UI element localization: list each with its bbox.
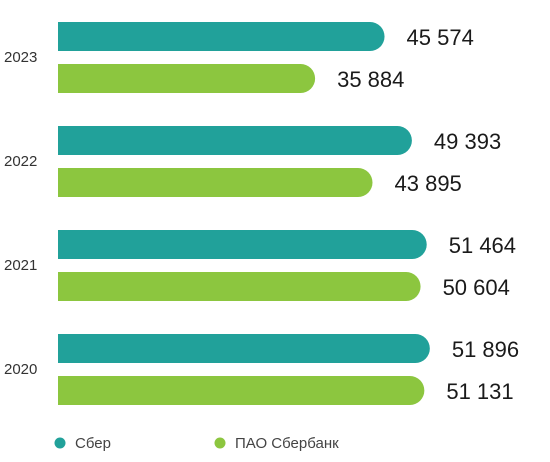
legend-dot-pao xyxy=(214,437,226,449)
value-label-sber-2021: 51 464 xyxy=(449,233,516,258)
bar-pao-2020 xyxy=(58,376,425,405)
value-label-pao-2020: 51 131 xyxy=(446,379,513,404)
value-label-pao-2023: 35 884 xyxy=(337,67,404,92)
bar-pao-2022 xyxy=(58,168,373,197)
legend-label-pao: ПАО Сбербанк xyxy=(235,435,339,452)
value-label-sber-2020: 51 896 xyxy=(452,337,519,362)
value-label-pao-2021: 50 604 xyxy=(443,275,510,300)
year-label-2020: 2020 xyxy=(4,361,37,378)
bar-pao-2023 xyxy=(58,64,316,93)
bar-sber-2023 xyxy=(58,22,385,51)
year-label-2021: 2021 xyxy=(4,257,37,274)
bar-pao-2021 xyxy=(58,272,421,301)
legend-label-sber: Сбер xyxy=(75,435,111,452)
legend-dot-sber xyxy=(54,437,66,449)
bar-sber-2022 xyxy=(58,126,412,155)
value-label-sber-2023: 45 574 xyxy=(407,25,474,50)
bar-sber-2021 xyxy=(58,230,427,259)
value-label-pao-2022: 43 895 xyxy=(395,171,462,196)
bar-sber-2020 xyxy=(58,334,430,363)
year-label-2022: 2022 xyxy=(4,153,37,170)
value-label-sber-2022: 49 393 xyxy=(434,129,501,154)
year-label-2023: 2023 xyxy=(4,49,37,66)
